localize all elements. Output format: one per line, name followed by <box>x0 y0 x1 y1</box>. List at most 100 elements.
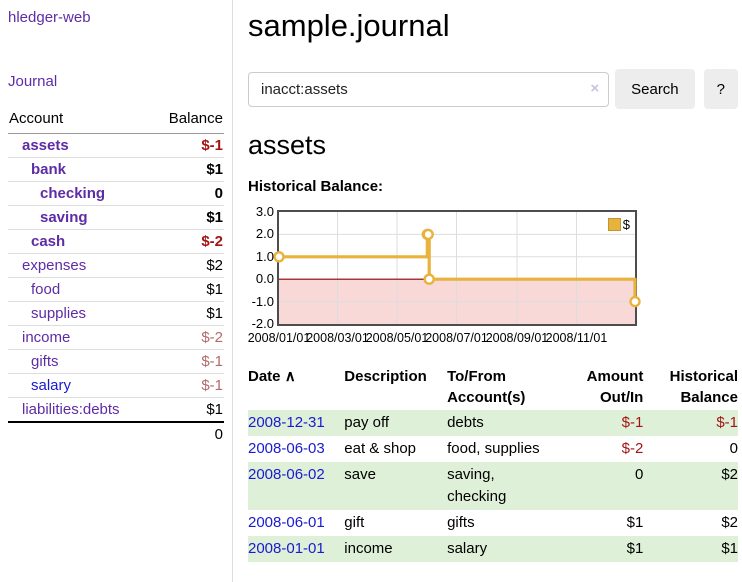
register-date-link[interactable]: 2008-12-31 <box>248 414 325 431</box>
main-content: sample.journal × Search ? assets Histori… <box>233 0 742 582</box>
account-row: liabilities:debts $1 <box>8 397 224 422</box>
y-axis-tick-label: -2.0 <box>251 316 274 331</box>
register-row: 2008-06-03 eat & shop food, supplies $-2 0 <box>248 436 738 462</box>
account-rows: assets $-1 bank $1 checking 0 saving $1 cash $-2 e… <box>8 134 224 422</box>
register-description: save <box>344 466 376 483</box>
account-balance: $-2 <box>152 325 224 350</box>
legend-swatch-icon <box>607 218 621 231</box>
y-axis-tick-label: -1.0 <box>251 293 274 309</box>
account-balance: $-1 <box>152 349 224 374</box>
account-title: assets <box>248 130 327 160</box>
search-form: × Search ? <box>248 69 738 109</box>
register-amount: $-1 <box>621 414 644 431</box>
account-row: bank $1 <box>8 157 224 182</box>
register-header-date[interactable]: Date ∧ <box>248 364 344 410</box>
search-input[interactable] <box>248 71 610 107</box>
accounts-total-value: 0 <box>152 421 224 446</box>
account-link-cash[interactable]: cash <box>31 233 66 250</box>
search-button[interactable]: Search <box>615 69 695 109</box>
register-table: Date ∧ Description To/From Account(s) Am… <box>248 364 738 562</box>
x-axis-tick-label: 2008/05/01 <box>365 331 429 345</box>
accounts-total-row: 0 <box>8 421 224 446</box>
account-link-gifts[interactable]: gifts <box>31 353 59 370</box>
account-link-supplies[interactable]: supplies <box>31 305 87 322</box>
account-balance: $-2 <box>152 229 224 254</box>
register-amount: $1 <box>626 514 644 531</box>
account-link-assets[interactable]: assets <box>22 137 69 154</box>
account-balance: $1 <box>152 277 224 302</box>
account-row: checking 0 <box>8 181 224 206</box>
register-accounts: gifts <box>447 514 475 531</box>
account-row: assets $-1 <box>8 134 224 158</box>
register-date-link[interactable]: 2008-06-01 <box>248 514 325 531</box>
sort-asc-icon: ∧ <box>284 368 296 385</box>
account-row: salary $-1 <box>8 373 224 398</box>
register-description: eat & shop <box>344 440 416 457</box>
register-amount: $-2 <box>621 440 644 457</box>
register-row: 2008-01-01 income salary $1 $1 <box>248 536 738 562</box>
account-balance: $-1 <box>201 137 223 154</box>
accounts-header-account: Account <box>8 107 153 134</box>
y-axis-tick-label: 2.0 <box>255 226 274 242</box>
account-link-income[interactable]: income <box>22 329 71 346</box>
register-balance: $1 <box>721 540 738 557</box>
historical-balance-chart: $ 3.0 2.0 1.0 0.0 -1.0 -2.0 2008/01/01 2008/03/… <box>248 203 738 345</box>
register-date-link[interactable]: 2008-06-03 <box>248 440 325 457</box>
account-row: gifts $-1 <box>8 349 224 374</box>
account-link-saving[interactable]: saving <box>40 209 88 226</box>
register-date-link[interactable]: 2008-06-02 <box>248 466 325 483</box>
x-axis-tick-label: 2008/03/01 <box>306 331 369 345</box>
search-box: × <box>248 71 610 107</box>
account-balance: $2 <box>152 253 224 278</box>
account-row: cash $-2 <box>8 229 224 254</box>
register-balance: $2 <box>721 514 738 531</box>
date-header-label: Date <box>248 368 281 385</box>
x-axis-tick-label: 2008/11/01 <box>545 331 608 345</box>
y-axis-tick-label: 3.0 <box>255 204 274 219</box>
chart-label: Historical Balance: <box>248 178 384 195</box>
register-accounts: salary <box>447 540 488 557</box>
register-rows: 2008-12-31 pay off debts $-1 $-1 2008-06-03 ea… <box>248 410 738 562</box>
register-header-amount: Amount Out/In <box>586 368 644 406</box>
x-axis-tick-label: 2008/07/01 <box>425 331 488 345</box>
sidebar: hledger-web Journal Account Balance asse… <box>0 0 233 582</box>
register-balance: 0 <box>729 440 738 457</box>
account-balance: $1 <box>152 157 224 182</box>
register-accounts: saving, checking <box>447 466 507 505</box>
account-link-food[interactable]: food <box>31 281 61 298</box>
help-button[interactable]: ? <box>703 69 738 109</box>
chart-plot-area: $ <box>273 210 641 326</box>
clear-search-icon[interactable]: × <box>590 79 600 97</box>
sidebar-item-journal[interactable]: Journal <box>8 73 58 90</box>
account-link-liabilities-debts[interactable]: liabilities:debts <box>22 401 120 418</box>
register-amount: 0 <box>634 466 644 483</box>
account-row: expenses $2 <box>8 253 224 278</box>
register-description: income <box>344 540 393 557</box>
account-balance: 0 <box>152 181 224 206</box>
accounts-table: Account Balance assets $-1 bank $1 checking 0… <box>8 107 224 446</box>
chart-canvas <box>273 212 641 324</box>
register-accounts: food, supplies <box>447 440 540 457</box>
account-row: food $1 <box>8 277 224 302</box>
account-link-bank[interactable]: bank <box>31 161 67 178</box>
x-axis-tick-label: 2008/01/01 <box>247 331 311 345</box>
y-axis-tick-label: 0.0 <box>255 271 274 287</box>
app-title-link[interactable]: hledger-web <box>8 9 91 26</box>
x-axis-tick-label: 2008/09/01 <box>485 331 549 345</box>
register-amount: $1 <box>626 540 644 557</box>
register-row: 2008-06-02 save saving, checking 0 $2 <box>248 462 738 510</box>
register-header-accounts: To/From Account(s) <box>447 368 526 406</box>
register-date-link[interactable]: 2008-01-01 <box>248 540 325 557</box>
register-description: gift <box>344 514 365 531</box>
chart-legend: $ <box>607 217 630 232</box>
account-link-salary[interactable]: salary <box>31 377 72 394</box>
account-balance: $-1 <box>152 373 224 398</box>
register-row: 2008-06-01 gift gifts $1 $2 <box>248 510 738 536</box>
account-link-checking[interactable]: checking <box>40 185 106 202</box>
register-description: pay off <box>344 414 390 431</box>
account-balance: $1 <box>152 301 224 326</box>
account-row: saving $1 <box>8 205 224 230</box>
accounts-header-balance: Balance <box>152 107 224 134</box>
register-balance: $-1 <box>716 414 738 431</box>
account-link-expenses[interactable]: expenses <box>22 257 87 274</box>
